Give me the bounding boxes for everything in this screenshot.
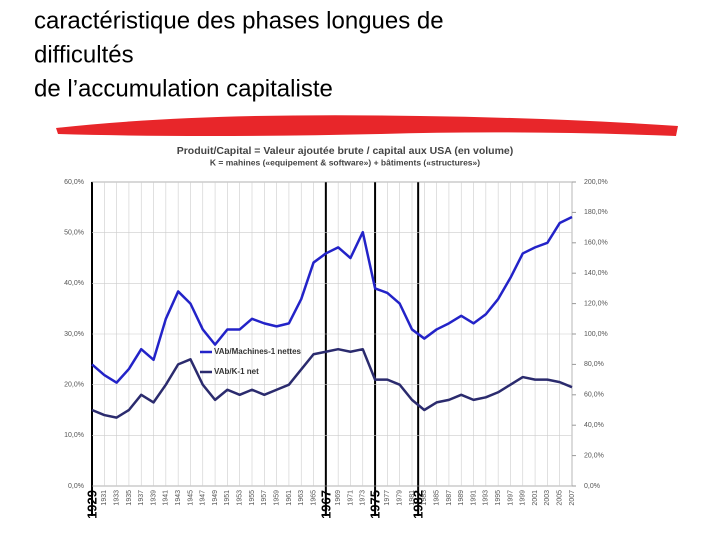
x-tick-label: 1993 — [483, 490, 490, 506]
y2-tick-label: 40,0% — [584, 422, 604, 429]
x-tick-label: 1965 — [310, 490, 317, 506]
x-tick-label: 1979 — [397, 490, 404, 506]
x-tick-label: 1997 — [507, 490, 514, 506]
x-tick-label: 1957 — [261, 490, 268, 506]
series-line — [91, 347, 573, 419]
x-tick-label: 1947 — [200, 490, 207, 506]
x-tick-label: 1933 — [113, 490, 120, 506]
x-tick-label: 1937 — [138, 490, 145, 506]
x-tick-label: 1961 — [286, 490, 293, 506]
y2-tick-label: 120,0% — [584, 300, 608, 307]
legend-label: VAb/K-1 net — [214, 367, 259, 376]
series-line — [91, 215, 573, 384]
y2-tick-label: 100,0% — [584, 331, 608, 338]
x-tick-label: 1987 — [446, 490, 453, 506]
y2-tick-label: 140,0% — [584, 270, 608, 277]
highlight-label: 1975 — [368, 490, 383, 519]
x-tick-label: 1991 — [470, 490, 477, 506]
y2-tick-label: 80,0% — [584, 361, 604, 368]
brush-stroke — [56, 115, 678, 136]
y2-tick-label: 20,0% — [584, 452, 604, 459]
y2-tick-label: 0,0% — [584, 483, 600, 490]
y-tick-label: 0,0% — [68, 483, 84, 490]
x-tick-label: 1935 — [126, 490, 133, 506]
y2-tick-label: 160,0% — [584, 240, 608, 247]
x-tick-label: 2007 — [569, 490, 576, 506]
slide-title-line: caractéristique des phases longues de — [34, 7, 444, 34]
x-tick-label: 1939 — [150, 490, 157, 506]
highlight-label: 1967 — [318, 490, 333, 519]
x-tick-label: 2003 — [544, 490, 551, 506]
x-tick-label: 1931 — [101, 490, 108, 506]
x-tick-label: 1943 — [175, 490, 182, 506]
x-tick-label: 1999 — [520, 490, 527, 506]
y-tick-label: 40,0% — [64, 280, 84, 287]
x-tick-label: 2001 — [532, 490, 539, 506]
y-tick-label: 20,0% — [64, 382, 84, 389]
legend-label: VAb/Machines-1 nettes — [214, 347, 302, 356]
x-tick-label: 1989 — [458, 490, 465, 506]
y2-tick-label: 200,0% — [584, 179, 608, 186]
y-tick-label: 10,0% — [64, 432, 84, 439]
x-tick-label: 1953 — [237, 490, 244, 506]
x-tick-label: 1963 — [298, 490, 305, 506]
highlight-label: 1982 — [411, 490, 426, 519]
y-tick-label: 60,0% — [64, 179, 84, 186]
highlight-label: 1929 — [84, 490, 99, 519]
x-tick-label: 1941 — [163, 490, 170, 506]
x-tick-label: 1959 — [273, 490, 280, 506]
x-tick-label: 1981 — [409, 490, 416, 506]
x-tick-label: 1973 — [360, 490, 367, 506]
y2-tick-label: 60,0% — [584, 392, 604, 399]
x-tick-label: 1983 — [421, 490, 428, 506]
chart-title: Produit/Capital = Valeur ajoutée brute /… — [177, 145, 514, 157]
x-tick-label: 2005 — [557, 490, 564, 506]
x-tick-label: 1977 — [384, 490, 391, 506]
x-tick-label: 1985 — [433, 490, 440, 506]
y-tick-label: 50,0% — [64, 230, 84, 237]
y-tick-label: 30,0% — [64, 331, 84, 338]
x-tick-label: 1945 — [187, 490, 194, 506]
slide-title-line: difficultés — [34, 41, 134, 68]
x-tick-label: 1969 — [335, 490, 342, 506]
x-tick-label: 1951 — [224, 490, 231, 506]
chart-subtitle: K = mahines («equipement & software») + … — [210, 157, 480, 167]
x-tick-label: 1949 — [212, 490, 219, 506]
slide-title-line: de l’accumulation capitaliste — [34, 75, 333, 102]
x-tick-label: 1995 — [495, 490, 502, 506]
y2-tick-label: 180,0% — [584, 209, 608, 216]
x-tick-label: 1971 — [347, 490, 354, 506]
x-tick-label: 1955 — [249, 490, 256, 506]
